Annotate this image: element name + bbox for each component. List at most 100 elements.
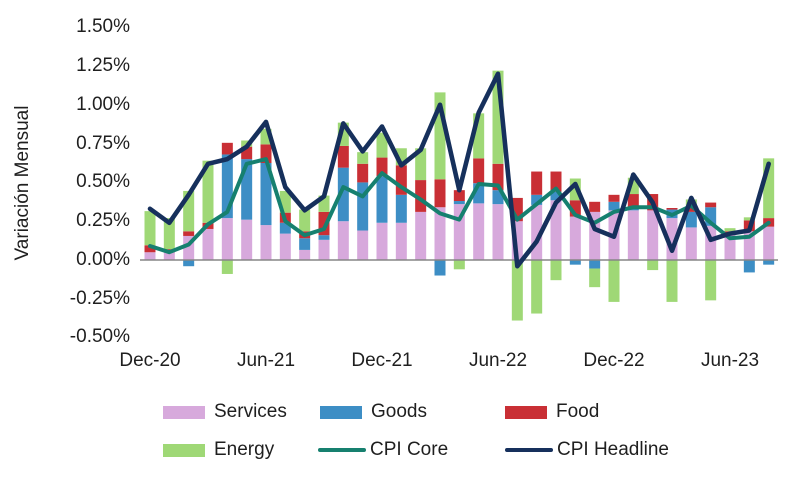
bar-segment-food-oct-22 xyxy=(569,200,581,217)
bar-segment-energy-may-23 xyxy=(705,260,717,301)
bar-segment-energy-feb-23 xyxy=(647,260,659,271)
y-tick-label: -0.25% xyxy=(69,288,130,309)
services-swatch-icon xyxy=(163,405,205,419)
legend-label: CPI Core xyxy=(370,439,449,460)
bar-segment-goods-jan-22 xyxy=(395,194,407,223)
bar-segment-food-feb-22 xyxy=(415,180,427,212)
y-tick-label: 0.25% xyxy=(76,210,130,231)
legend-item-food: Food xyxy=(505,401,600,422)
bar-segment-services-jan-22 xyxy=(395,222,407,260)
bar-segment-goods-jul-23 xyxy=(743,260,755,273)
bar-segment-goods-aug-23 xyxy=(763,260,775,265)
bar-segment-energy-jan-23 xyxy=(627,177,639,195)
bar-segment-goods-dec-22 xyxy=(608,201,620,211)
x-tick-label: Dec-20 xyxy=(119,350,181,371)
bar-segment-services-aug-22 xyxy=(531,204,543,260)
y-tick-label: -0.50% xyxy=(69,326,130,347)
bar-segment-goods-nov-22 xyxy=(589,260,601,269)
bar-segment-energy-aug-22 xyxy=(531,260,543,314)
legend-label: CPI Headline xyxy=(557,439,669,460)
bar-segment-energy-dec-20 xyxy=(144,211,156,246)
bar-segment-food-apr-23 xyxy=(685,207,697,212)
x-tick-label: Jun-23 xyxy=(700,350,760,371)
bar-segment-goods-aug-22 xyxy=(531,194,543,205)
bar-segment-food-dec-20 xyxy=(144,245,156,253)
x-tick-label: Jun-22 xyxy=(468,350,528,371)
bar-segment-goods-may-23 xyxy=(705,207,717,226)
bar-segment-food-may-22 xyxy=(473,158,485,184)
bar-segment-food-jun-22 xyxy=(492,163,504,191)
bar-segment-food-mar-23 xyxy=(666,208,678,210)
y-tick-label: 1.00% xyxy=(76,94,130,115)
bar-segment-energy-feb-22 xyxy=(415,148,427,181)
bar-segment-energy-mar-22 xyxy=(434,92,446,180)
bar-segment-energy-mar-21 xyxy=(202,160,214,223)
bar-segment-food-sep-21 xyxy=(318,211,330,236)
bar-segment-energy-jul-22 xyxy=(511,260,523,321)
y-tick-label: 0.50% xyxy=(76,171,130,192)
bar-segment-services-nov-22 xyxy=(589,211,601,260)
bar-segment-goods-oct-21 xyxy=(337,167,349,222)
bar-segment-goods-sep-22 xyxy=(550,191,562,201)
bar-segment-food-may-21 xyxy=(241,146,253,160)
legend-item-energy: Energy xyxy=(163,439,275,460)
bar-segment-services-mar-21 xyxy=(202,228,214,260)
bar-segment-services-apr-23 xyxy=(685,227,697,260)
y-tick-label: 0.00% xyxy=(76,249,130,270)
bar-segment-energy-may-22 xyxy=(473,113,485,159)
legend-item-services: Services xyxy=(163,401,287,422)
bar-segment-services-apr-21 xyxy=(221,218,233,260)
bar-segment-services-jun-21 xyxy=(260,225,272,260)
bar-segment-services-may-22 xyxy=(473,203,485,260)
bar-segment-services-apr-22 xyxy=(453,204,465,260)
bar-segment-energy-jun-21 xyxy=(260,128,272,145)
bar-segment-services-feb-22 xyxy=(415,211,427,260)
bar-segment-energy-jan-22 xyxy=(395,148,407,166)
bar-segment-services-oct-22 xyxy=(569,216,581,260)
bar-segment-food-apr-22 xyxy=(453,190,465,202)
legend-label: Services xyxy=(214,401,287,422)
bar-segment-services-jun-23 xyxy=(724,233,736,260)
food-swatch-icon xyxy=(505,405,547,419)
bar-segment-goods-jun-22 xyxy=(492,190,504,205)
bar-segment-energy-dec-21 xyxy=(376,132,388,158)
bar-segment-food-jan-23 xyxy=(627,194,639,208)
cpi-headline-line xyxy=(147,71,772,269)
legend-label: Food xyxy=(556,401,600,422)
bar-segment-energy-jun-22 xyxy=(492,70,504,164)
goods-swatch-icon xyxy=(320,405,362,419)
bar-segment-services-jan-23 xyxy=(627,210,639,260)
bar-segment-services-aug-21 xyxy=(299,249,311,260)
bar-segment-goods-apr-22 xyxy=(453,201,465,205)
bar-segment-services-may-23 xyxy=(705,225,717,260)
cpi-headline-line-swatch-icon xyxy=(505,448,553,452)
bar-segment-food-jul-22 xyxy=(511,197,523,222)
bar-segment-energy-jun-23 xyxy=(724,228,736,232)
legend-label: Energy xyxy=(214,439,275,460)
bar-segment-services-dec-20 xyxy=(144,252,156,260)
bar-segment-food-nov-21 xyxy=(357,163,369,183)
bar-segment-food-jan-22 xyxy=(395,165,407,195)
bar-segment-services-jun-22 xyxy=(492,204,504,260)
bar-segment-goods-jun-21 xyxy=(260,163,272,226)
bar-segment-services-mar-23 xyxy=(666,218,678,260)
bar-segment-energy-jul-21 xyxy=(279,190,291,213)
bar-segment-energy-nov-22 xyxy=(589,268,601,288)
legend-item-cpi-headline: CPI Headline xyxy=(505,439,669,460)
bar-segment-food-nov-22 xyxy=(589,201,601,212)
x-tick-label: Dec-22 xyxy=(583,350,645,371)
bar-segment-goods-may-21 xyxy=(241,159,253,220)
bar-segment-energy-oct-21 xyxy=(337,122,349,146)
bar-segment-energy-jan-21 xyxy=(163,218,175,250)
bar-segment-goods-oct-22 xyxy=(569,260,581,265)
bar-segment-goods-may-22 xyxy=(473,183,485,204)
bar-segment-goods-apr-21 xyxy=(221,154,233,219)
bar-segment-services-mar-22 xyxy=(434,207,446,260)
bar-segment-services-sep-21 xyxy=(318,239,330,260)
legend-item-cpi-core: CPI Core xyxy=(318,439,449,460)
energy-swatch-icon xyxy=(163,443,205,457)
bar-segment-goods-apr-23 xyxy=(685,211,697,228)
cpi-core-line xyxy=(148,157,771,255)
bar-segment-goods-aug-21 xyxy=(299,238,311,250)
